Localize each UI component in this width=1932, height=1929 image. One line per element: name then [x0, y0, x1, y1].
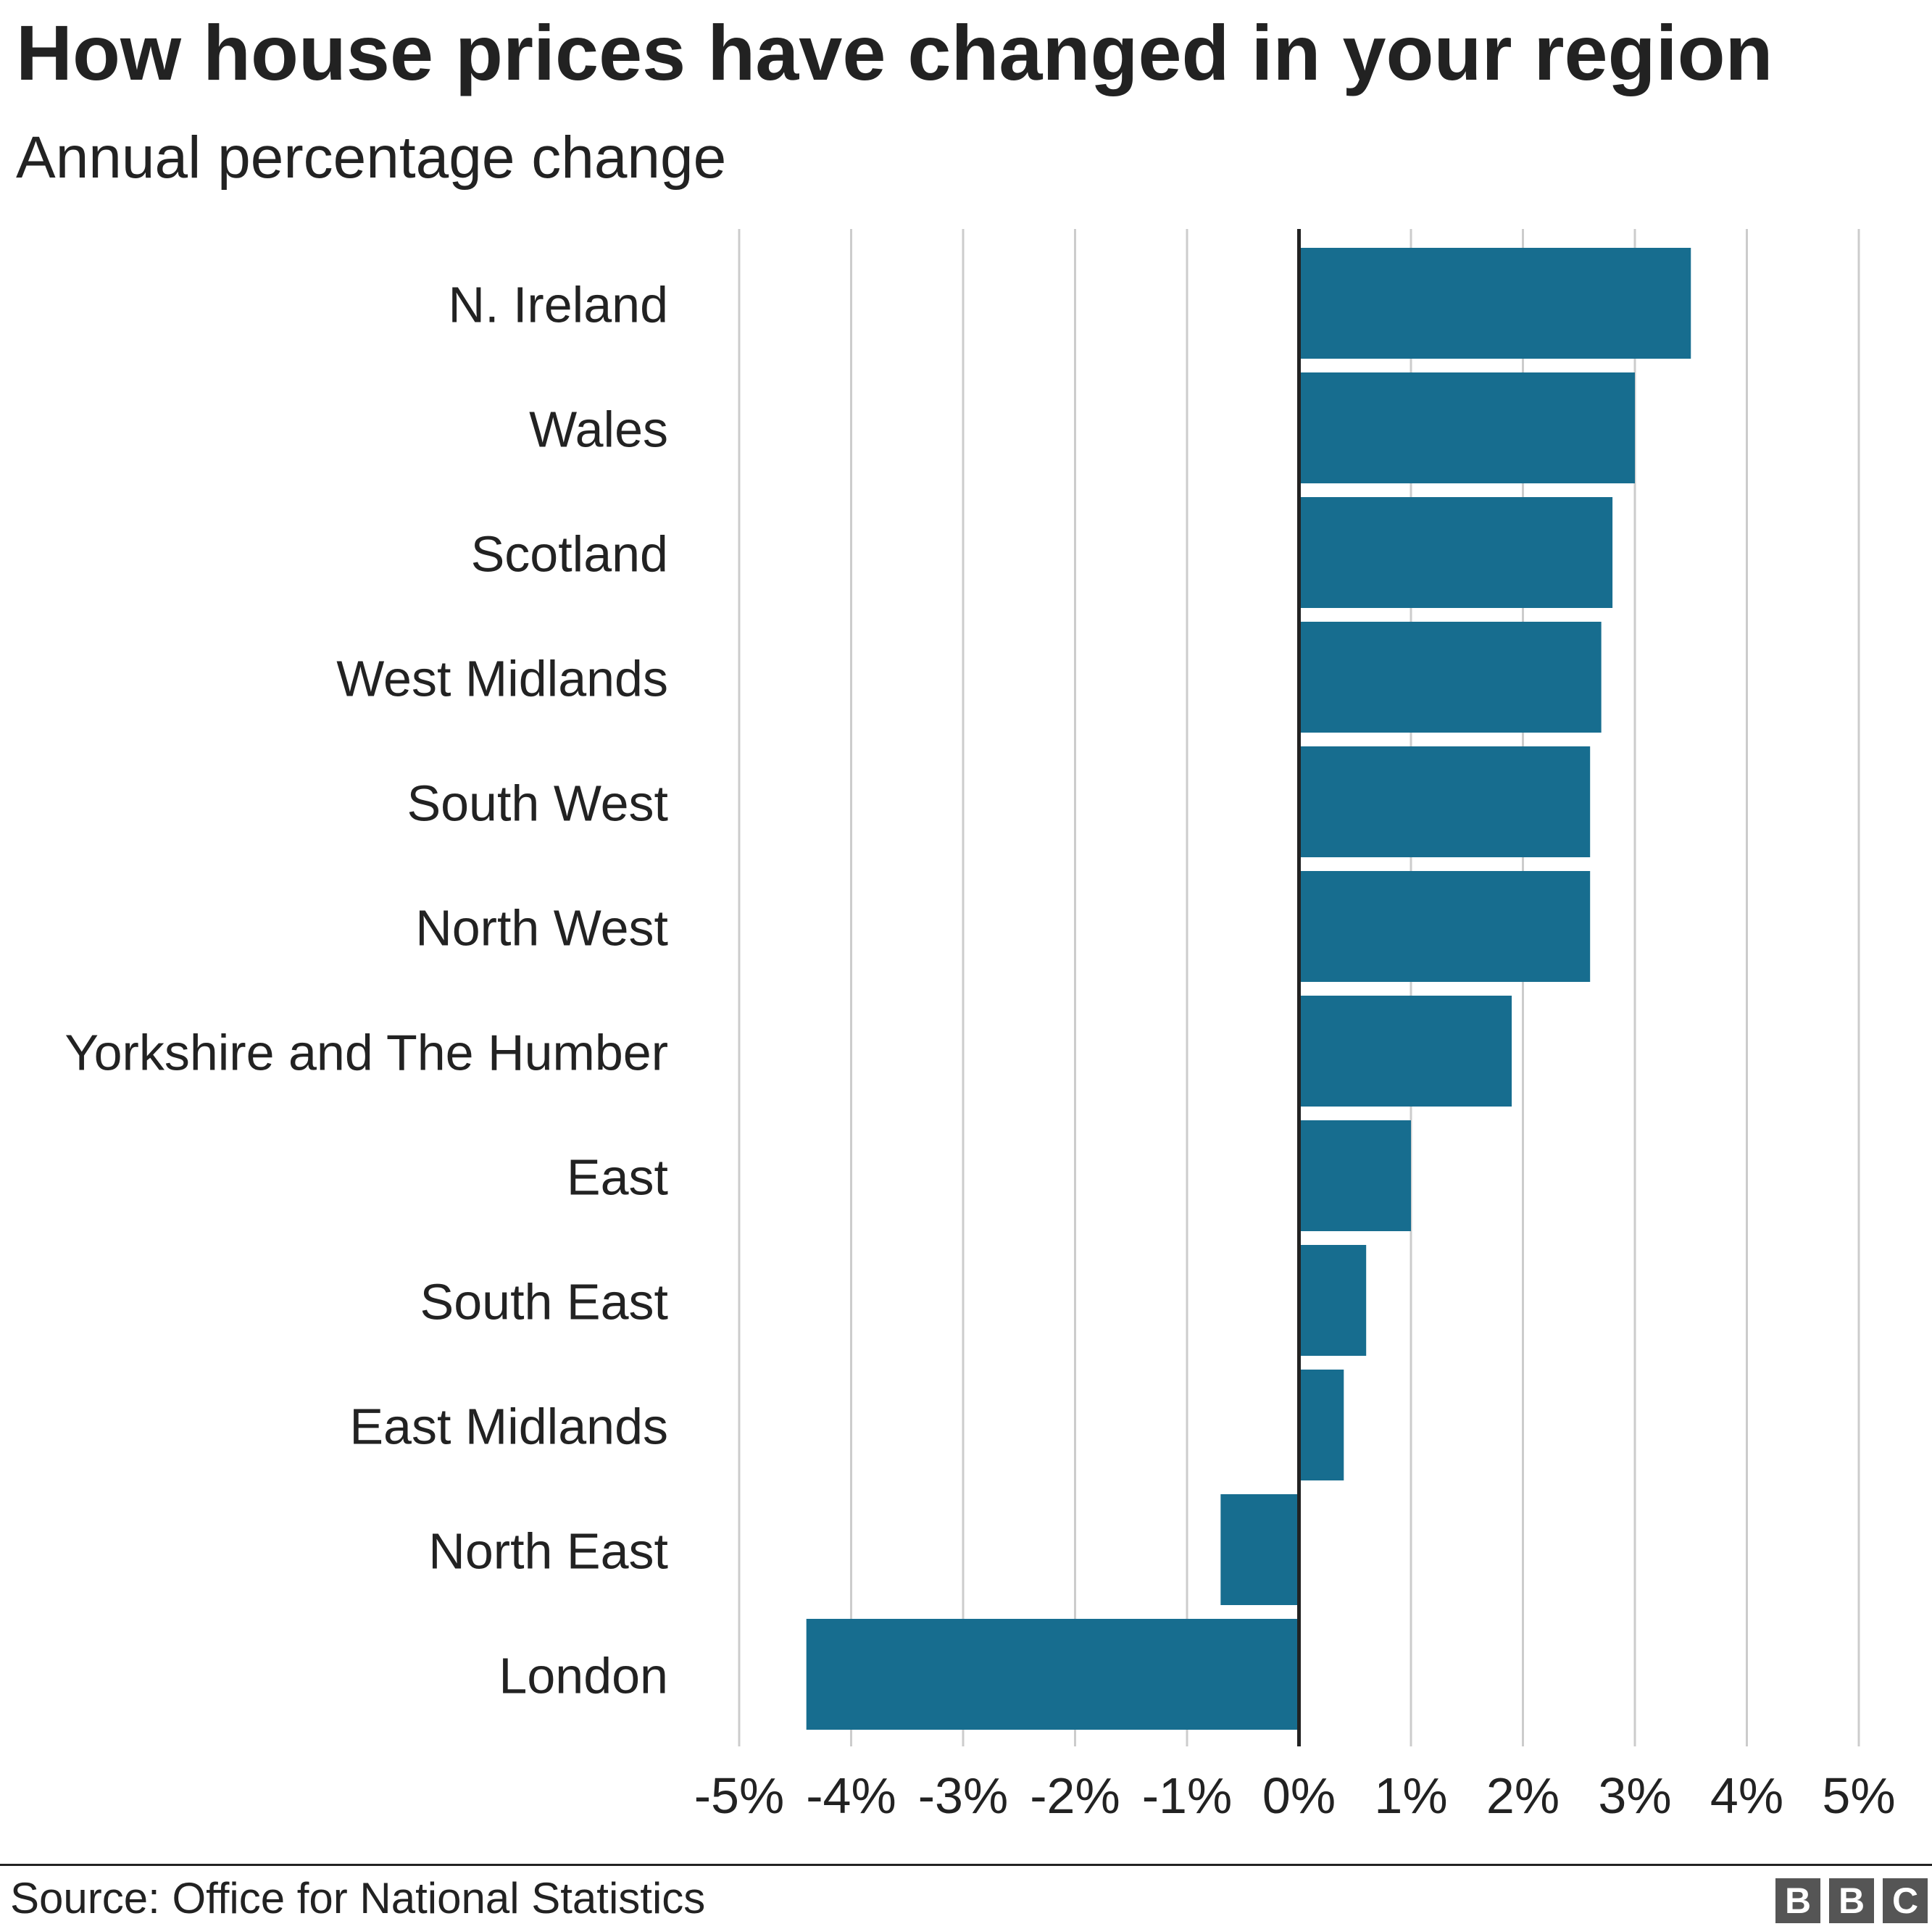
x-tick-labels: -5% -4% -3% -2% -1% 0% 1% 2% 3% 4% 5%: [694, 1767, 1896, 1824]
category-label: Scotland: [471, 526, 668, 583]
category-label: London: [499, 1648, 668, 1704]
logo-letter-b1: B: [1775, 1878, 1820, 1923]
footer-divider: [0, 1864, 1932, 1866]
category-label: East Midlands: [349, 1399, 668, 1455]
chart-title: How house prices have changed in your re…: [16, 9, 1773, 96]
bar: [1299, 746, 1591, 857]
logo-letter-c: C: [1883, 1878, 1928, 1923]
x-tick-label: 2%: [1486, 1767, 1560, 1824]
bar: [1299, 996, 1512, 1107]
category-label: East: [567, 1149, 668, 1206]
x-tick-label: 0%: [1262, 1767, 1336, 1824]
category-label: N. Ireland: [449, 277, 668, 333]
bar: [1220, 1494, 1299, 1605]
bar: [1299, 622, 1602, 733]
chart-subtitle: Annual percentage change: [16, 125, 727, 191]
bar: [806, 1619, 1299, 1730]
bar: [1299, 497, 1613, 608]
bar: [1299, 372, 1635, 483]
x-tick-label: 5%: [1822, 1767, 1895, 1824]
bar: [1299, 1120, 1411, 1231]
source-note: Source: Office for National Statistics: [10, 1874, 706, 1922]
bars: [806, 248, 1691, 1730]
x-tick-label: 1%: [1374, 1767, 1447, 1824]
category-label: South West: [407, 775, 668, 832]
bar: [1299, 1370, 1344, 1480]
category-label: South East: [420, 1274, 668, 1330]
x-tick-label: 4%: [1710, 1767, 1783, 1824]
x-tick-label: -4%: [806, 1767, 896, 1824]
category-labels: N. Ireland Wales Scotland West Midlands Sout…: [64, 277, 668, 1704]
bbc-logo: B B C: [1775, 1878, 1928, 1923]
x-tick-label: -5%: [694, 1767, 784, 1824]
category-label: North West: [415, 900, 668, 957]
category-label: Wales: [529, 401, 668, 458]
category-label: North East: [428, 1523, 668, 1580]
bar: [1299, 871, 1591, 982]
bar: [1299, 248, 1691, 359]
x-tick-label: -1%: [1142, 1767, 1232, 1824]
bar: [1299, 1245, 1367, 1356]
bar-chart: N. Ireland Wales Scotland West Midlands Sout…: [64, 229, 1896, 1824]
category-label: Yorkshire and The Humber: [64, 1025, 668, 1081]
logo-letter-b2: B: [1829, 1878, 1874, 1923]
x-tick-label: 3%: [1598, 1767, 1671, 1824]
x-tick-label: -3%: [918, 1767, 1008, 1824]
x-tick-label: -2%: [1030, 1767, 1120, 1824]
category-label: West Midlands: [336, 651, 668, 707]
